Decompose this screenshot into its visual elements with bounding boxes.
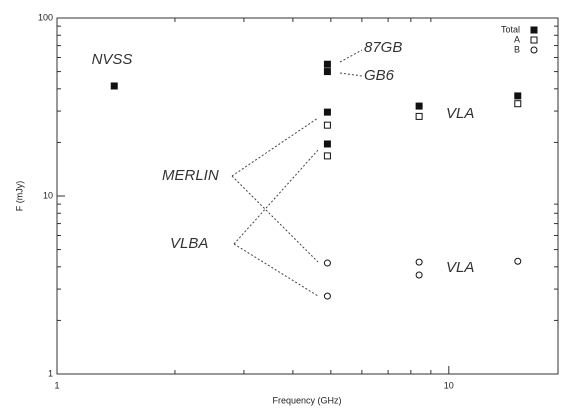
point: [323, 60, 331, 68]
annotation: VLA: [446, 259, 474, 276]
y-tick-label: 1: [48, 368, 53, 378]
point: [323, 68, 331, 76]
leader-line: [339, 72, 363, 77]
annotation: 87GB: [364, 39, 402, 56]
point: [415, 102, 423, 110]
point: [415, 271, 423, 279]
point: [514, 92, 522, 100]
legend-label: A: [514, 34, 520, 44]
point: [415, 112, 423, 120]
point: [323, 259, 331, 267]
x-tick-label: 1: [54, 380, 59, 390]
leader-lines: [231, 49, 363, 297]
legend-marker: [530, 46, 538, 54]
point: [415, 258, 423, 266]
plot-frame: [56, 17, 559, 375]
point: [514, 257, 522, 265]
annotation: GB6: [364, 67, 395, 84]
point: [110, 82, 118, 90]
x-tick-label: 10: [444, 380, 454, 390]
point: [323, 121, 331, 129]
point: [514, 100, 522, 108]
leader-line: [233, 149, 319, 297]
point: [323, 292, 331, 300]
legend-marker: [530, 36, 538, 44]
annotation: MERLIN: [162, 167, 219, 184]
point: [323, 152, 331, 160]
legend-label: Total: [501, 24, 520, 34]
y-axis-label: F (mJy): [14, 181, 24, 212]
point: [323, 140, 331, 148]
point: [323, 108, 331, 116]
annotation: VLBA: [170, 235, 208, 252]
leader-line: [231, 117, 319, 263]
y-tick-label: 100: [38, 12, 53, 22]
legend-marker: [530, 26, 538, 34]
y-tick-label: 10: [43, 190, 53, 200]
annotation: NVSS: [92, 51, 133, 68]
legend-label: B: [514, 44, 520, 54]
x-axis-label: Frequency (GHz): [272, 395, 341, 405]
leader-line: [339, 49, 363, 63]
annotation: VLA: [446, 105, 474, 122]
